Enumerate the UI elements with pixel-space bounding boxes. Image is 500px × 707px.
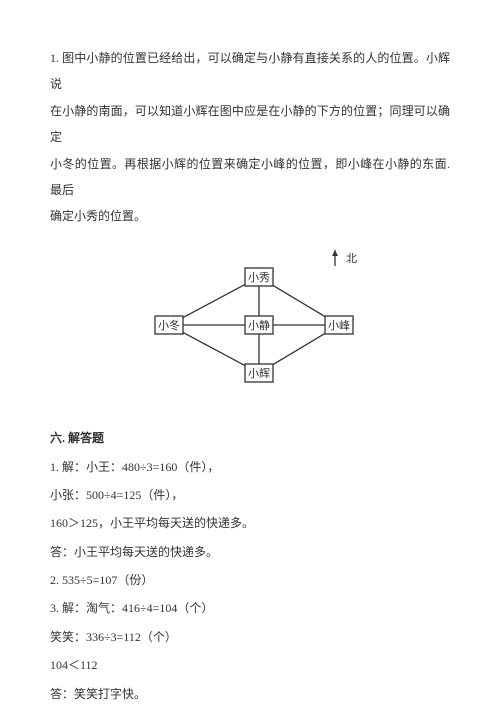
s6-p2: 小张：500÷4=125（件）， <box>50 482 450 508</box>
q1-l2: 在小静的南面，可以知道小辉在图中应是在小静的下方的位置；同理可以确定 <box>50 104 450 144</box>
svg-text:小静: 小静 <box>248 318 270 332</box>
position-diagram: 小秀小冬 小静 小峰小辉 北 <box>140 248 450 407</box>
s6-p4: 答：小王平均每天送的快递多。 <box>50 539 450 565</box>
diagram-svg: 小秀小冬 小静 小峰小辉 北 <box>140 248 390 398</box>
svg-text:小冬: 小冬 <box>158 318 180 332</box>
svg-text:小峰: 小峰 <box>328 319 350 332</box>
svg-text:北: 北 <box>346 252 357 265</box>
svg-text:小辉: 小辉 <box>248 367 270 380</box>
q1-para: 1. 图中小静的位置已经给出，可以确定与小静有直接关系的人的位置。小辉说 在小静… <box>50 45 450 230</box>
svg-text:小秀: 小秀 <box>248 271 270 284</box>
s6-p3: 160＞125，小王平均每天送的快递多。 <box>50 510 450 536</box>
section6-title: 六. 解答题 <box>50 425 450 451</box>
s6-p7: 104＜112 <box>50 652 450 678</box>
q1-l4: 确定小秀的位置。 <box>50 209 146 223</box>
s6-p8: 答：笑笑打字快。 <box>50 681 450 707</box>
q1-l3: 小冬的位置。再根据小辉的位置来确定小峰的位置，即小峰在小静的东面. 最后 <box>50 157 450 197</box>
q1-l1: 1. 图中小静的位置已经给出，可以确定与小静有直接关系的人的位置。小辉说 <box>50 51 450 91</box>
s6-p5b: 3. 解：淘气：416÷4=104（个） <box>50 595 450 621</box>
s6-p6: 笑笑：336÷3=112（个） <box>50 624 450 650</box>
s6-p5a: 2. 535÷5=107（份） <box>50 567 450 593</box>
s6-p1: 1. 解：小王：480÷3=160（件）， <box>50 454 450 480</box>
